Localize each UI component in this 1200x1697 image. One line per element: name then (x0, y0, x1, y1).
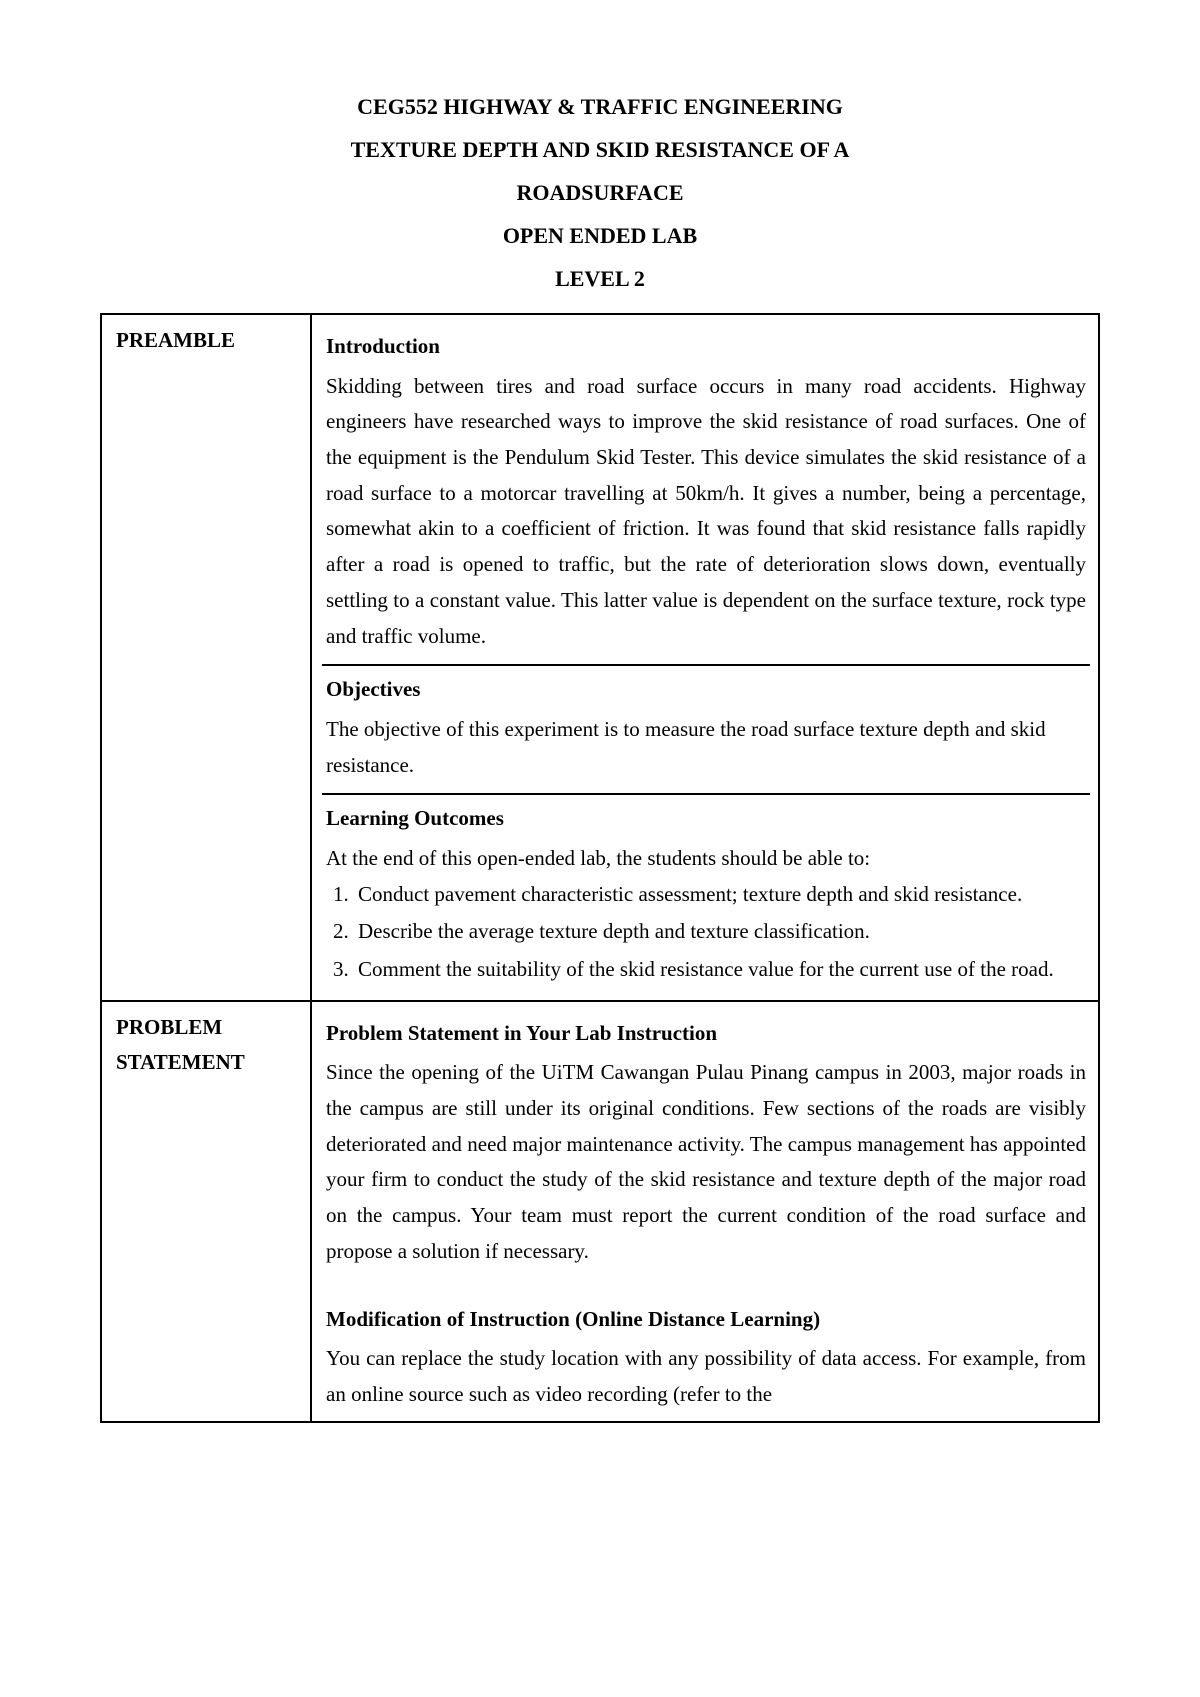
problem-statement-body: Since the opening of the UiTM Cawangan P… (326, 1055, 1086, 1269)
row-label-problem-statement: PROBLEM STATEMENT (101, 1001, 311, 1422)
introduction-section: Introduction Skidding between tires and … (322, 323, 1090, 666)
objectives-body: The objective of this experiment is to m… (326, 712, 1086, 783)
list-item: Describe the average texture depth and t… (354, 914, 1086, 950)
header-line-5: LEVEL 2 (100, 262, 1100, 295)
header-line-4: OPEN ENDED LAB (100, 219, 1100, 252)
document-page: CEG552 HIGHWAY & TRAFFIC ENGINEERING TEX… (0, 0, 1200, 1423)
section-spacer (322, 1270, 1090, 1296)
outcomes-section: Learning Outcomes At the end of this ope… (322, 795, 1090, 991)
row-label-preamble: PREAMBLE (101, 314, 311, 1001)
problem-statement-content: Problem Statement in Your Lab Instructio… (311, 1001, 1099, 1422)
modification-body: You can replace the study location with … (326, 1341, 1086, 1412)
objectives-section: Objectives The objective of this experim… (322, 666, 1090, 795)
problem-statement-section: Problem Statement in Your Lab Instructio… (322, 1010, 1090, 1270)
list-item: Comment the suitability of the skid resi… (354, 952, 1086, 988)
header-line-1: CEG552 HIGHWAY & TRAFFIC ENGINEERING (100, 90, 1100, 123)
modification-section: Modification of Instruction (Online Dist… (322, 1296, 1090, 1413)
objectives-title: Objectives (326, 672, 1086, 708)
modification-title: Modification of Instruction (Online Dist… (326, 1302, 1086, 1338)
header-line-3: ROADSURFACE (100, 176, 1100, 209)
outcomes-list: Conduct pavement characteristic assessme… (326, 877, 1086, 988)
outcomes-lead: At the end of this open-ended lab, the s… (326, 841, 1086, 877)
introduction-body: Skidding between tires and road surface … (326, 369, 1086, 655)
lab-table: PREAMBLE Introduction Skidding between t… (100, 313, 1100, 1423)
table-row: PROBLEM STATEMENT Problem Statement in Y… (101, 1001, 1099, 1422)
problem-statement-title: Problem Statement in Your Lab Instructio… (326, 1016, 1086, 1052)
preamble-content: Introduction Skidding between tires and … (311, 314, 1099, 1001)
introduction-title: Introduction (326, 329, 1086, 365)
list-item: Conduct pavement characteristic assessme… (354, 877, 1086, 913)
outcomes-title: Learning Outcomes (326, 801, 1086, 837)
table-row: PREAMBLE Introduction Skidding between t… (101, 314, 1099, 1001)
header-line-2: TEXTURE DEPTH AND SKID RESISTANCE OF A (100, 133, 1100, 166)
document-header: CEG552 HIGHWAY & TRAFFIC ENGINEERING TEX… (100, 90, 1100, 295)
